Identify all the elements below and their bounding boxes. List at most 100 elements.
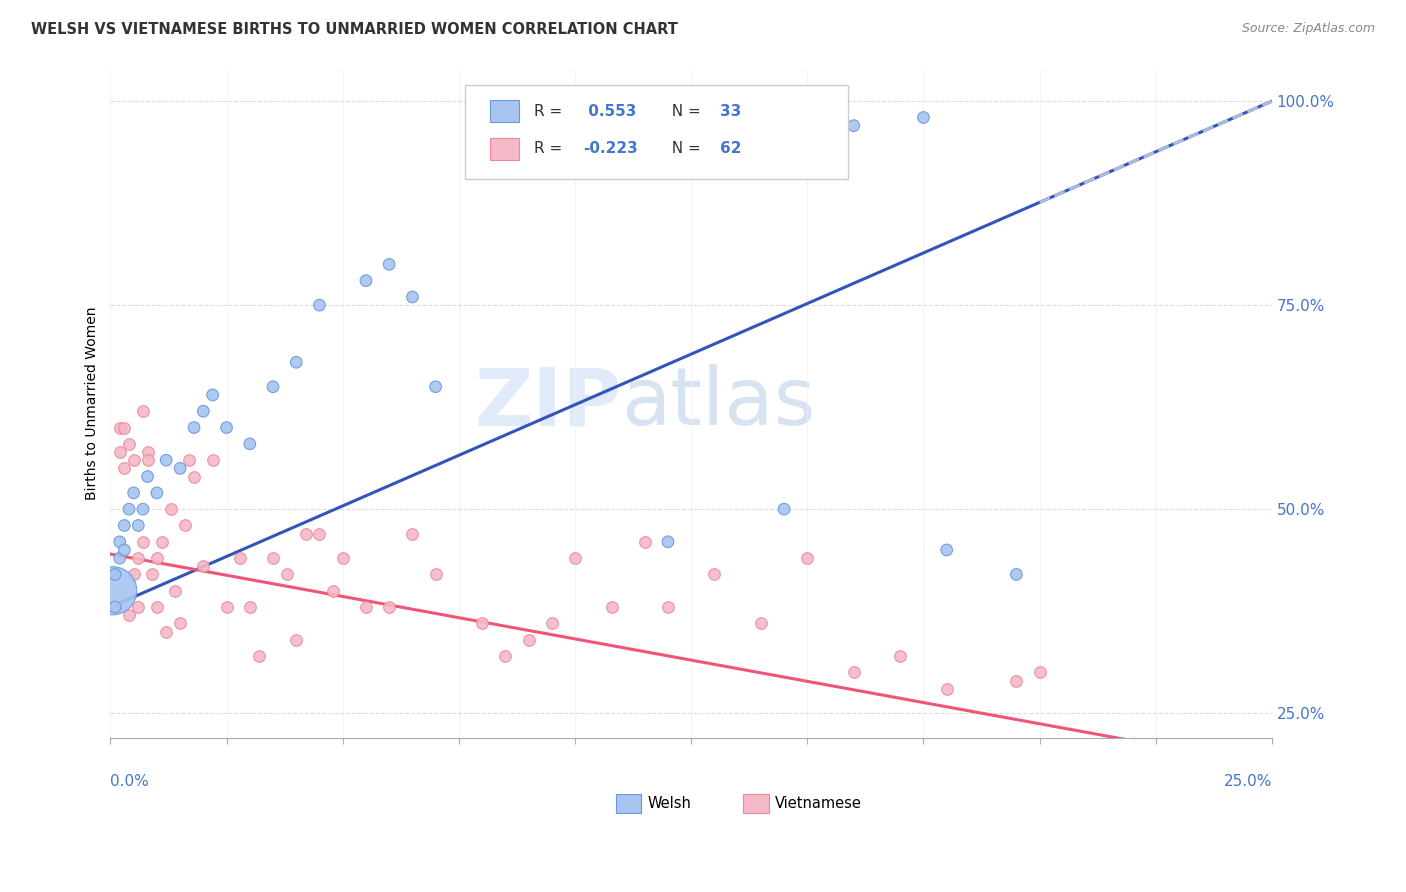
Point bbox=[935, 681, 957, 696]
Point bbox=[127, 600, 149, 615]
Point bbox=[155, 453, 177, 467]
Point bbox=[889, 648, 911, 663]
Point bbox=[132, 502, 155, 516]
Point bbox=[494, 648, 516, 663]
Point bbox=[773, 502, 796, 516]
Point bbox=[193, 559, 215, 574]
Point bbox=[285, 355, 308, 369]
Point bbox=[201, 388, 224, 402]
Point bbox=[600, 600, 623, 615]
Point bbox=[1005, 673, 1028, 688]
Point bbox=[425, 567, 447, 582]
Point bbox=[122, 453, 145, 467]
Point bbox=[108, 445, 131, 459]
Point bbox=[749, 616, 772, 631]
Point bbox=[146, 600, 169, 615]
Point bbox=[276, 567, 298, 582]
Point bbox=[108, 420, 131, 434]
Point bbox=[183, 469, 205, 483]
Text: 25.0%: 25.0% bbox=[1223, 774, 1272, 789]
Text: WELSH VS VIETNAMESE BIRTHS TO UNMARRIED WOMEN CORRELATION CHART: WELSH VS VIETNAMESE BIRTHS TO UNMARRIED … bbox=[31, 22, 678, 37]
Point bbox=[842, 119, 865, 133]
Point bbox=[179, 453, 201, 467]
Point bbox=[262, 380, 284, 394]
Point bbox=[425, 380, 447, 394]
Point bbox=[112, 461, 135, 475]
Point bbox=[136, 453, 159, 467]
Point bbox=[354, 600, 377, 615]
Text: N =: N = bbox=[662, 142, 706, 156]
Point bbox=[262, 551, 284, 566]
Text: R =: R = bbox=[534, 142, 568, 156]
Point bbox=[634, 534, 657, 549]
Point bbox=[1168, 886, 1191, 892]
Text: 62: 62 bbox=[720, 142, 742, 156]
Point bbox=[155, 624, 177, 639]
Text: -0.223: -0.223 bbox=[583, 142, 638, 156]
Point bbox=[193, 404, 215, 418]
Point bbox=[308, 526, 330, 541]
Point bbox=[159, 502, 181, 516]
Point bbox=[1028, 665, 1050, 680]
Point bbox=[165, 583, 187, 598]
Point bbox=[401, 526, 423, 541]
Point bbox=[141, 567, 163, 582]
Point bbox=[112, 543, 135, 558]
Point bbox=[104, 567, 127, 582]
Point bbox=[127, 518, 149, 533]
Point bbox=[122, 567, 145, 582]
Point bbox=[150, 534, 173, 549]
Point bbox=[132, 534, 155, 549]
Point bbox=[935, 543, 957, 558]
Point bbox=[215, 420, 238, 434]
Point bbox=[378, 257, 401, 271]
Point bbox=[136, 469, 159, 483]
Point bbox=[354, 274, 377, 288]
Point bbox=[108, 551, 131, 566]
Point bbox=[215, 600, 238, 615]
Point bbox=[564, 551, 586, 566]
Point bbox=[239, 437, 262, 451]
Text: 0.0%: 0.0% bbox=[111, 774, 149, 789]
Point bbox=[201, 453, 224, 467]
Point bbox=[122, 486, 145, 500]
Point bbox=[540, 616, 562, 631]
Point bbox=[229, 551, 252, 566]
Point bbox=[101, 583, 124, 598]
Point bbox=[173, 518, 195, 533]
Point bbox=[322, 583, 344, 598]
Text: Welsh: Welsh bbox=[647, 796, 690, 811]
Point bbox=[657, 600, 679, 615]
Point bbox=[308, 298, 330, 312]
Y-axis label: Births to Unmarried Women: Births to Unmarried Women bbox=[86, 306, 100, 500]
Point bbox=[471, 616, 494, 631]
Point bbox=[703, 567, 725, 582]
Point bbox=[378, 600, 401, 615]
Bar bbox=[744, 794, 769, 813]
Point bbox=[146, 486, 169, 500]
Point bbox=[1005, 567, 1028, 582]
Point bbox=[136, 445, 159, 459]
FancyBboxPatch shape bbox=[464, 86, 848, 179]
Point bbox=[285, 632, 308, 647]
Point bbox=[332, 551, 354, 566]
Bar bbox=[491, 137, 519, 161]
Point bbox=[247, 648, 270, 663]
Point bbox=[108, 534, 131, 549]
Bar bbox=[616, 794, 641, 813]
Point bbox=[132, 404, 155, 418]
Text: R =: R = bbox=[534, 103, 568, 119]
Point bbox=[104, 600, 127, 615]
Text: atlas: atlas bbox=[621, 364, 815, 442]
Point bbox=[912, 111, 935, 125]
Point bbox=[146, 551, 169, 566]
Text: ZIP: ZIP bbox=[474, 364, 621, 442]
Point bbox=[118, 608, 141, 623]
Point bbox=[517, 632, 540, 647]
Text: Source: ZipAtlas.com: Source: ZipAtlas.com bbox=[1241, 22, 1375, 36]
Point bbox=[118, 437, 141, 451]
Text: N =: N = bbox=[662, 103, 706, 119]
Point bbox=[169, 461, 191, 475]
Point bbox=[183, 420, 205, 434]
Point bbox=[118, 502, 141, 516]
